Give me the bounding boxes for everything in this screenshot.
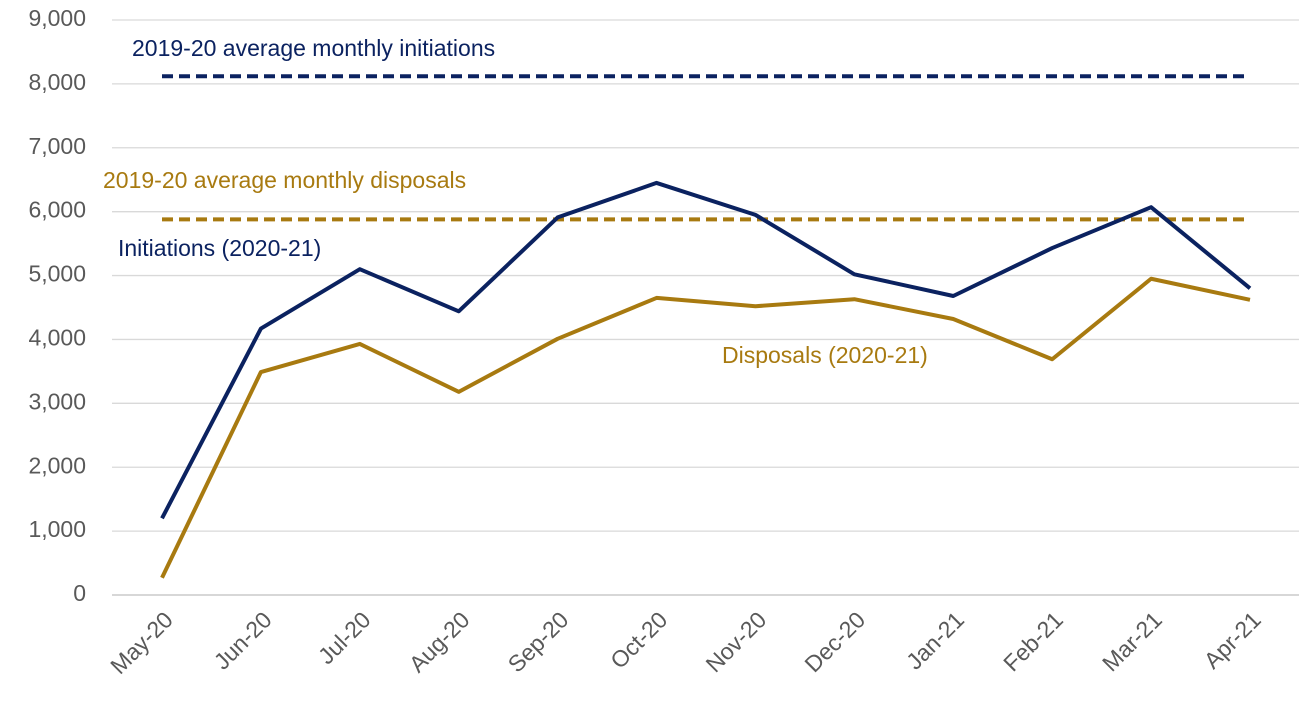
y-tick-label: 1,000 [28, 516, 86, 542]
x-tick-label: Oct-20 [605, 606, 672, 673]
series-label: Disposals (2020-21) [722, 342, 928, 368]
series-label: Initiations (2020-21) [118, 235, 321, 261]
x-tick-label: Sep-20 [503, 606, 574, 677]
y-tick-label: 7,000 [28, 133, 86, 159]
y-tick-label: 5,000 [28, 261, 86, 287]
y-tick-label: 0 [73, 580, 86, 606]
y-tick-label: 4,000 [28, 325, 86, 351]
y-tick-label: 2,000 [28, 452, 86, 478]
y-tick-label: 9,000 [28, 5, 86, 31]
x-tick-label: Jun-20 [209, 606, 277, 674]
x-tick-label: Feb-21 [998, 606, 1068, 676]
line [160, 180, 1252, 520]
x-tick-label: Aug-20 [404, 606, 475, 677]
x-tick-label: May-20 [105, 606, 178, 679]
y-tick-label: 3,000 [28, 388, 86, 414]
x-tick-label: Jul-20 [313, 606, 376, 669]
x-tick-label: Dec-20 [799, 606, 870, 677]
y-tick-label: 6,000 [28, 197, 86, 223]
reference-label: 2019-20 average monthly disposals [103, 167, 466, 193]
x-tick-label: Apr-21 [1199, 606, 1266, 673]
y-tick-label: 8,000 [28, 69, 86, 95]
x-tick-label: Jan-21 [901, 606, 969, 674]
reference-label: 2019-20 average monthly initiations [132, 35, 495, 61]
x-tick-label: Nov-20 [700, 606, 771, 677]
x-tick-label: Mar-21 [1097, 606, 1167, 676]
line [160, 276, 1251, 579]
